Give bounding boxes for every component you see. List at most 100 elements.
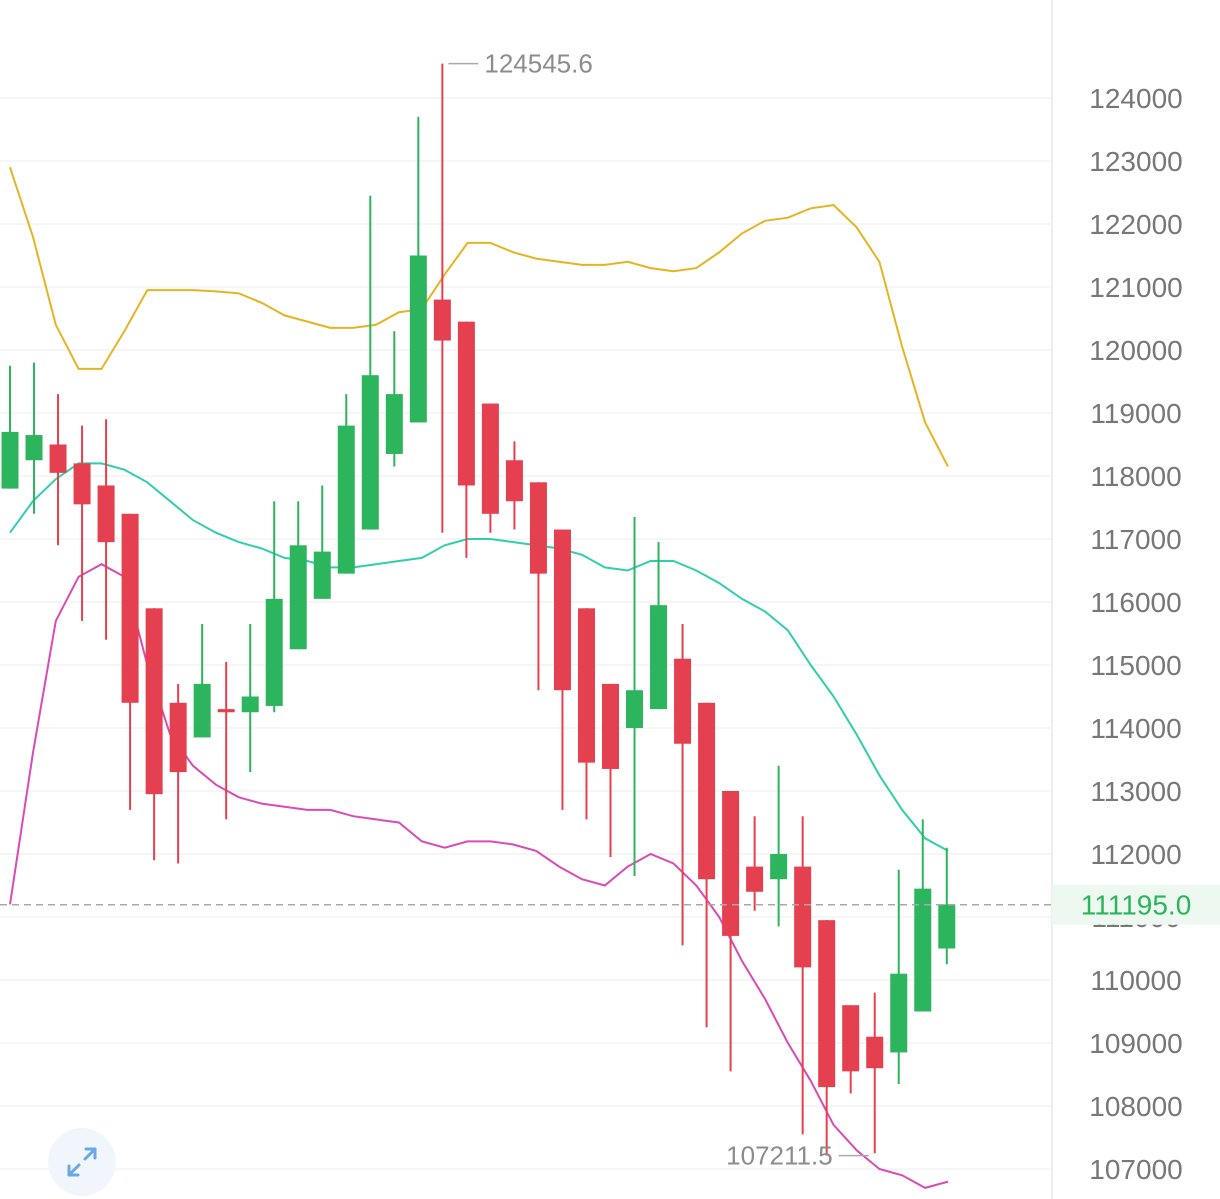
candle-body: [866, 1036, 884, 1069]
candle-body: [193, 683, 211, 738]
y-tick-label: 123000: [1089, 146, 1182, 177]
candle-body: [145, 608, 163, 795]
candle-up: [313, 485, 331, 599]
candle-up: [337, 394, 355, 574]
candle-down: [169, 683, 187, 864]
y-tick-label: 120000: [1089, 335, 1182, 366]
candle-body: [914, 888, 932, 1012]
candle-down: [433, 63, 451, 533]
y-tick-label: 122000: [1089, 209, 1182, 240]
candle-body: [409, 255, 427, 423]
candle-body: [481, 403, 499, 514]
candle-body: [674, 658, 692, 744]
candle-down: [842, 1005, 860, 1094]
candle-body: [577, 608, 595, 763]
candle-up: [193, 624, 211, 738]
candle-body: [818, 920, 836, 1088]
candle-down: [818, 920, 836, 1156]
high-price-label: 124545.6: [484, 49, 592, 79]
expand-arrows-icon: [67, 1147, 97, 1177]
candle-body: [650, 605, 668, 710]
candle-body: [433, 299, 451, 341]
candle-body: [746, 866, 764, 892]
candle-down: [481, 403, 499, 533]
candle-down: [145, 608, 163, 861]
candle-body: [794, 866, 812, 968]
y-tick-label: 124000: [1089, 83, 1182, 114]
candle-up: [409, 116, 427, 423]
candle-body: [842, 1005, 860, 1072]
candle-up: [361, 195, 379, 530]
candle-body: [217, 709, 235, 713]
candle-body: [25, 435, 43, 461]
candle-down: [602, 683, 619, 858]
y-tick-label: 117000: [1090, 524, 1181, 555]
candle-down: [553, 529, 571, 810]
y-tick-label: 114000: [1090, 713, 1181, 744]
candle-body: [121, 513, 139, 703]
candle-down: [794, 816, 812, 1135]
y-tick-label: 108000: [1089, 1091, 1182, 1122]
expand-chart-button[interactable]: [48, 1128, 116, 1196]
candle-body: [289, 545, 307, 650]
candle-down: [49, 394, 67, 546]
candle-up: [1, 365, 19, 489]
lower-band-line: [9, 563, 949, 1189]
current-price-label: 111195.0: [1081, 890, 1192, 921]
candles: [1, 63, 956, 1156]
candle-body: [553, 529, 571, 691]
candle-body: [529, 482, 547, 574]
candle-down: [73, 425, 91, 621]
candle-up: [938, 847, 956, 965]
candle-body: [698, 702, 716, 880]
candle-body: [73, 463, 91, 505]
candle-down: [577, 608, 595, 820]
candle-down: [457, 321, 475, 558]
low-price-label: 107211.5: [726, 1141, 833, 1171]
y-tick-label: 107000: [1089, 1154, 1182, 1185]
candle-down: [529, 482, 547, 691]
middle-band-line: [9, 462, 949, 852]
y-tick-label: 112000: [1090, 839, 1181, 870]
candle-body: [505, 460, 523, 502]
candle-down: [97, 419, 115, 640]
candle-body: [890, 973, 908, 1053]
candle-body: [97, 485, 115, 543]
candle-body: [1, 431, 19, 489]
candle-down: [674, 624, 692, 946]
candle-up: [385, 331, 403, 467]
candle-down: [866, 992, 884, 1154]
candle-down: [121, 513, 139, 810]
candle-up: [265, 501, 283, 713]
candle-body: [337, 425, 355, 574]
candle-up: [25, 362, 43, 514]
y-tick-label: 119000: [1090, 398, 1181, 429]
candle-body: [361, 375, 379, 530]
y-tick-label: 110000: [1090, 965, 1181, 996]
candle-body: [265, 598, 283, 706]
candle-body: [457, 321, 475, 486]
upper-band-line: [9, 166, 949, 468]
candle-body: [602, 683, 619, 769]
y-tick-label: 113000: [1090, 776, 1181, 807]
candle-body: [241, 696, 259, 713]
y-tick-label: 118000: [1090, 461, 1181, 492]
candle-body: [770, 854, 788, 880]
candle-body: [49, 444, 67, 473]
candle-body: [722, 791, 740, 936]
y-tick-label: 115000: [1090, 650, 1181, 681]
candle-up: [241, 624, 259, 773]
candle-up: [626, 516, 644, 877]
candle-down: [698, 702, 716, 1028]
y-axis: 124000 123000 122000 121000 120000 119000 1180…: [1089, 83, 1182, 1185]
current-price-tag: 111195.0: [1052, 884, 1220, 925]
bollinger-bands: [9, 166, 949, 1189]
candle-body: [385, 394, 403, 454]
candle-up: [914, 819, 932, 1012]
y-tick-label: 109000: [1089, 1028, 1182, 1059]
candle-body: [626, 690, 644, 728]
candle-down: [722, 791, 740, 1072]
candle-down: [746, 816, 764, 911]
y-tick-label: 116000: [1090, 587, 1181, 618]
